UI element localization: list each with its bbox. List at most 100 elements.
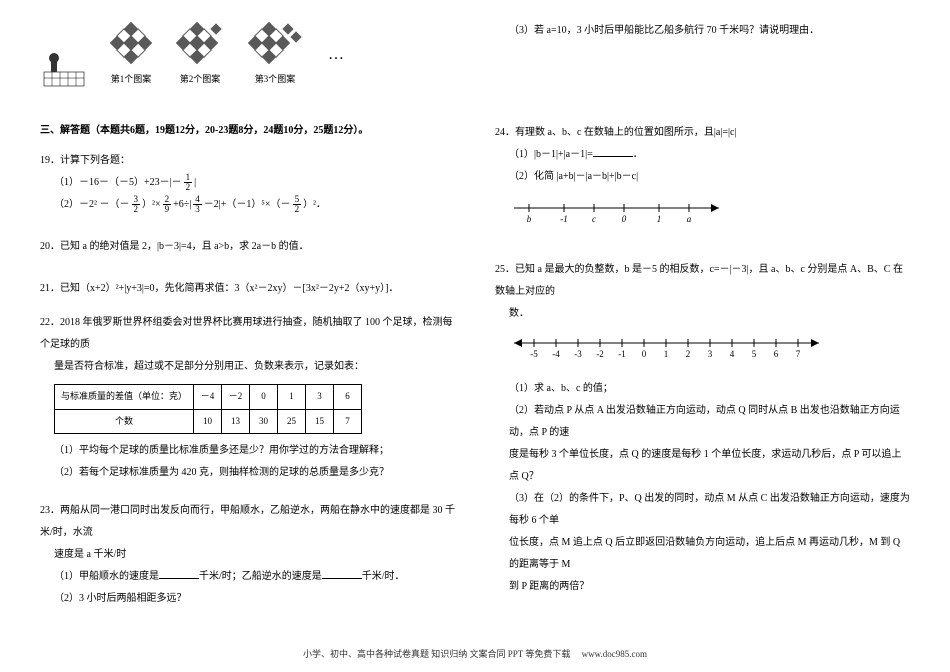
svg-text:-2: -2 (596, 349, 604, 359)
svg-text:6: 6 (774, 349, 779, 359)
q23: 23．两船从同一港口同时出发反向而行，甲船顺水，乙船逆水，两船在静水中的速度都是… (40, 500, 455, 610)
svg-text:0: 0 (622, 214, 627, 224)
q25-numberline: -5 -4 -3 -2 -1 0 1 2 3 4 5 6 7 (509, 333, 910, 370)
q24-p1: （1）|b－1|+|a－1|= ． (495, 144, 910, 166)
svg-text:a: a (687, 214, 692, 224)
svg-text:1: 1 (657, 214, 662, 224)
q23-p1c: 千米/时． (362, 571, 405, 582)
section-3-title: 三、解答题（本题共6题，19题12分，20-23题8分，24题10分，25题12… (40, 120, 455, 142)
q22-p1: （1）平均每个足球的质量比标准质量多还是少？用你学过的方法合理解释； (40, 440, 455, 462)
pattern-3-label: 第3个图案 (255, 70, 296, 90)
cell: 13 (222, 409, 250, 434)
blank-field (593, 147, 633, 157)
svg-text:0: 0 (642, 349, 647, 359)
page-footer: 小学、初中、高中各种试卷真题 知识归纳 文案合同 PPT 等免费下载 www.d… (0, 647, 950, 660)
q25-p3b: 位长度，点 M 追上点 Q 后立即返回沿数轴负方向运动，追上后点 M 再运动几秒… (495, 532, 910, 576)
q25-stem2: 数． (495, 303, 910, 325)
frac-icon: 43 (193, 195, 202, 214)
q25-p1: （1）求 a、b、c 的值； (495, 378, 910, 400)
q23-stem: 23．两船从同一港口同时出发反向而行，甲船顺水，乙船逆水，两船在静水中的速度都是… (40, 500, 455, 544)
cell: 10 (194, 409, 222, 434)
pattern-1: 第1个图案 (108, 20, 154, 90)
pattern-3: 第3个图案 (246, 20, 304, 90)
q22-stem: 22．2018 年俄罗斯世界杯组委会对世界杯比赛用球进行抽查，随机抽取了 100… (40, 312, 455, 356)
q19-p2-e: ）²． (303, 199, 326, 210)
q23-stem2: 速度是 a 千米/时 (40, 544, 455, 566)
q19-stem: 19．计算下列各题： (40, 150, 455, 172)
q19-p2: （2）－2² －（－32）²×29+6÷|43－2|+（－1）⁵×（－52）²． (40, 194, 455, 216)
cell: 0 (250, 384, 278, 409)
cartoon-icon (40, 42, 88, 90)
frac-icon: 32 (132, 195, 141, 214)
svg-text:b: b (527, 214, 532, 224)
q24-stem: 24．有理数 a、b、c 在数轴上的位置如图所示，且|a|=|c| (495, 122, 910, 144)
blank-field (322, 569, 362, 579)
svg-text:-4: -4 (552, 349, 560, 359)
svg-text:-1: -1 (618, 349, 626, 359)
q24-p1a: （1）|b－1|+|a－1|= (509, 149, 593, 160)
q24-p2: （2）化简 |a+b|－|a－b|+|b－c| (495, 166, 910, 188)
q19-p1-a: （1）－16－（－5）+23－|－ (54, 177, 182, 188)
q25: 25．已知 a 是最大的负整数，b 是－5 的相反数，c=－|－3|，且 a、b… (495, 259, 910, 598)
cell: 25 (278, 409, 306, 434)
q19-p2-d: －2|+（－1）⁵×（－ (204, 199, 291, 210)
q22-p2: （2）若每个足球标准质量为 420 克，则抽样检测的足球的总质量是多少克？ (40, 462, 455, 484)
q23-p1b: 千米/时；乙船逆水的速度是 (199, 571, 322, 582)
q20: 20．已知 a 的绝对值是 2，|b－3|=4，且 a>b，求 2a－b 的值． (40, 236, 455, 258)
frac-icon: 29 (163, 195, 172, 214)
table-row: 个数 10 13 30 25 15 7 (55, 409, 362, 434)
q25-p2: （2）若动点 P 从点 A 出发沿数轴正方向运动，动点 Q 同时从点 B 出发也… (495, 400, 910, 444)
table-row: 与标准质量的差值（单位：克） －4 －2 0 1 3 6 (55, 384, 362, 409)
svg-text:-3: -3 (574, 349, 582, 359)
pattern-2-label: 第2个图案 (180, 70, 221, 90)
svg-text:5: 5 (752, 349, 757, 359)
cell: 3 (306, 384, 334, 409)
q24-numberline: b -1 c 0 1 a (509, 196, 910, 235)
left-column: 第1个图案 第2个图案 (40, 20, 455, 618)
cell: 30 (250, 409, 278, 434)
cell: 7 (334, 409, 362, 434)
q24-p1b: ． (633, 149, 643, 160)
q25-p3c: 到 P 距离的两倍？ (495, 576, 910, 598)
q19-p1-b: | (194, 177, 196, 188)
q19: 19．计算下列各题： （1）－16－（－5）+23－|－12| （2）－2² －… (40, 150, 455, 216)
cell: －4 (194, 384, 222, 409)
svg-text:7: 7 (796, 349, 801, 359)
q21: 21．已知（x+2）²+|y+3|=0，先化简再求值：3（x²－2xy）－[3x… (40, 278, 455, 300)
q25-p2b: 度是每秒 3 个单位长度，点 Q 的速度是每秒 1 个单位长度，求运动几秒后，点… (495, 444, 910, 488)
svg-text:2: 2 (686, 349, 691, 359)
q23-p1: （1）甲船顺水的速度是 千米/时；乙船逆水的速度是 千米/时． (40, 566, 455, 588)
blank-field (159, 569, 199, 579)
pattern-2: 第2个图案 (174, 20, 226, 90)
q25-stem: 25．已知 a 是最大的负整数，b 是－5 的相反数，c=－|－3|，且 a、b… (495, 259, 910, 303)
q23-p1a: （1）甲船顺水的速度是 (54, 571, 159, 582)
right-column: （3）若 a=10，3 小时后甲船能比乙船多航行 70 千米吗？请说明理由． 2… (495, 20, 910, 618)
q22-stem2: 量是否符合标准，超过或不足部分分别用正、负数来表示，记录如表： (40, 356, 455, 378)
pattern-1-label: 第1个图案 (111, 70, 152, 90)
q21-text: 21．已知（x+2）²+|y+3|=0，先化简再求值：3（x²－2xy）－[3x… (40, 283, 399, 294)
frac-icon: 12 (184, 173, 193, 192)
svg-text:4: 4 (730, 349, 735, 359)
frac-icon: 52 (293, 195, 302, 214)
q25-p3: （3）在（2）的条件下，P、Q 出发的同时，动点 M 从点 C 出发沿数轴正方向… (495, 488, 910, 532)
cell: 与标准质量的差值（单位：克） (55, 384, 194, 409)
q22-table: 与标准质量的差值（单位：克） －4 －2 0 1 3 6 个数 10 13 30… (54, 384, 362, 435)
q22: 22．2018 年俄罗斯世界杯组委会对世界杯比赛用球进行抽查，随机抽取了 100… (40, 312, 455, 485)
q19-p2-c: +6÷| (173, 199, 191, 210)
svg-text:1: 1 (664, 349, 669, 359)
q23-p3: （3）若 a=10，3 小时后甲船能比乙船多航行 70 千米吗？请说明理由． (495, 20, 910, 42)
q24: 24．有理数 a、b、c 在数轴上的位置如图所示，且|a|=|c| （1）|b－… (495, 122, 910, 235)
cell: －2 (222, 384, 250, 409)
q23-p2: （2）3 小时后两船相距多远？ (40, 588, 455, 610)
cell: 15 (306, 409, 334, 434)
svg-text:c: c (592, 214, 596, 224)
svg-text:-5: -5 (530, 349, 538, 359)
cell: 1 (278, 384, 306, 409)
svg-text:-1: -1 (560, 214, 568, 224)
footer-text: 小学、初中、高中各种试卷真题 知识归纳 文案合同 PPT 等免费下载 (303, 649, 570, 659)
cell: 个数 (55, 409, 194, 434)
q19-p1: （1）－16－（－5）+23－|－12| (40, 172, 455, 194)
q19-p2-b: ）²× (142, 199, 161, 210)
svg-text:3: 3 (708, 349, 713, 359)
pattern-figures: 第1个图案 第2个图案 (40, 20, 455, 90)
